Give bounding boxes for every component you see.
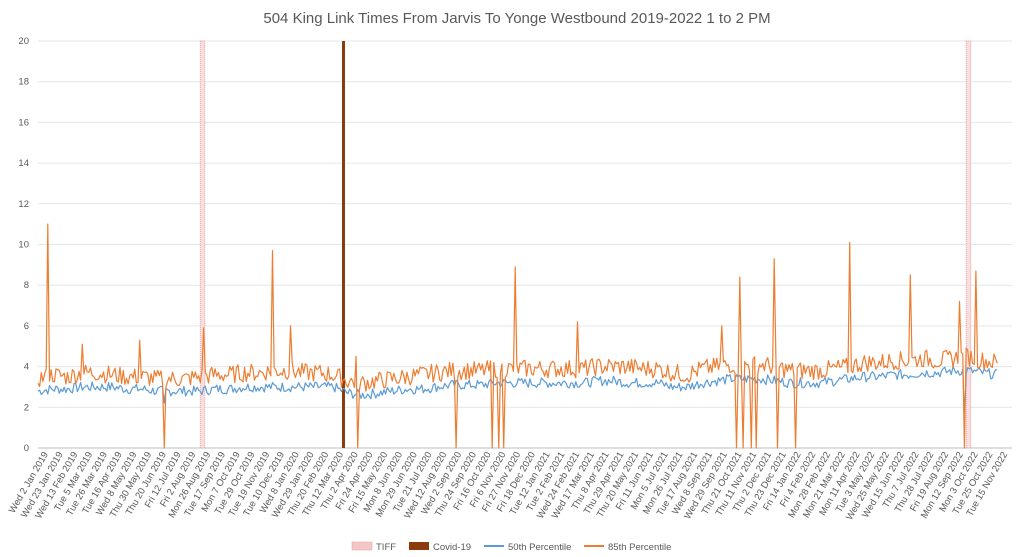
y-tick-label-10: 10: [18, 240, 29, 251]
y-tick-label-4: 4: [24, 362, 29, 373]
legend-item-p50: 50th Percentile: [484, 542, 571, 553]
covid-19-marker: [341, 41, 345, 448]
y-tick-label-16: 16: [18, 117, 29, 128]
y-tick-label-2: 2: [24, 402, 29, 413]
legend-item-p85: 85th Percentile: [584, 542, 671, 553]
y-tick-label-20: 20: [18, 36, 29, 47]
legend-item-covid: Covid-19: [409, 542, 471, 553]
y-tick-label-0: 0: [24, 443, 29, 454]
y-tick-label-8: 8: [24, 280, 29, 291]
chart-title: 504 King Link Times From Jarvis To Yonge…: [263, 10, 770, 27]
legend-label-tiff: TIFF: [376, 542, 396, 553]
event-markers: [199, 40, 972, 449]
y-tick-label-14: 14: [18, 158, 29, 169]
y-tick-label-12: 12: [18, 199, 29, 210]
legend-label-p50: 50th Percentile: [508, 542, 571, 553]
legend-swatch-covid: [409, 542, 429, 550]
y-tick-label-18: 18: [18, 77, 29, 88]
y-tick-label-6: 6: [24, 321, 29, 332]
legend-swatch-tiff: [351, 541, 373, 551]
legend-label-p85: 85th Percentile: [608, 542, 671, 553]
series-line-50th-percentile: [37, 365, 998, 419]
series-lines: [37, 223, 998, 449]
legend-label-covid: Covid-19: [433, 542, 471, 553]
legend: TIFF Covid-19 50th Percentile 85th Perce…: [351, 541, 671, 553]
legend-item-tiff: TIFF: [351, 541, 396, 553]
tiff-marker: [199, 40, 206, 449]
tiff-marker: [965, 40, 972, 449]
y-axis: 0 2 4 6 8 10 12 14 16 18 20: [18, 36, 29, 454]
series-line-85th-percentile: [37, 223, 998, 449]
